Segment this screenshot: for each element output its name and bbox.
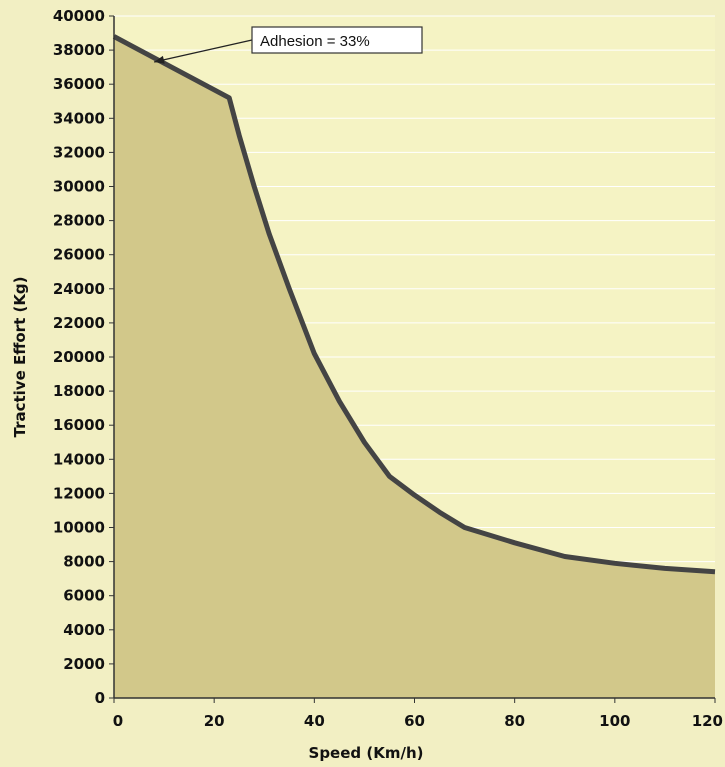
y-tick-label: 26000 xyxy=(53,246,105,264)
y-tick-label: 0 xyxy=(95,689,105,707)
y-tick-label: 22000 xyxy=(53,314,105,332)
annotation-arrow xyxy=(153,39,253,63)
tractive-effort-line xyxy=(112,34,716,575)
y-tick-label: 32000 xyxy=(53,143,105,161)
x-axis-title: Speed (Km/h) xyxy=(309,744,424,762)
x-tick-label: 20 xyxy=(204,712,225,730)
annotation-arrowhead xyxy=(154,55,165,64)
y-tick-label: 36000 xyxy=(53,75,105,93)
y-tick-label: 8000 xyxy=(63,553,105,571)
x-tick-label: 0 xyxy=(113,712,123,730)
annotation-text: Adhesion = 33% xyxy=(260,33,370,50)
y-tick-label: 28000 xyxy=(53,212,105,230)
y-tick-label: 10000 xyxy=(53,519,105,537)
y-tick-label: 40000 xyxy=(53,7,105,25)
y-axis-ticks: 0 2000 4000 6000 8000 10000 12000 14000 16000 180… xyxy=(53,7,114,707)
y-tick-label: 6000 xyxy=(63,587,105,605)
x-tick-label: 100 xyxy=(599,712,630,730)
y-tick-label: 4000 xyxy=(63,621,105,639)
y-tick-label: 14000 xyxy=(53,450,105,468)
y-tick-label: 34000 xyxy=(53,109,105,127)
x-tick-label: 80 xyxy=(504,712,525,730)
y-tick-label: 18000 xyxy=(53,382,105,400)
x-axis-ticks: 0 20 40 60 80 100 120 xyxy=(113,698,723,730)
y-tick-label: 30000 xyxy=(53,178,105,196)
y-tick-label: 2000 xyxy=(63,655,105,673)
x-tick-label: 60 xyxy=(404,712,425,730)
tractive-effort-area xyxy=(114,36,715,698)
y-tick-label: 24000 xyxy=(53,280,105,298)
x-tick-label: 40 xyxy=(304,712,325,730)
adhesion-annotation: Adhesion = 33% xyxy=(153,26,423,64)
y-tick-label: 20000 xyxy=(53,348,105,366)
annotation-box xyxy=(251,26,423,54)
y-tick-label: 16000 xyxy=(53,416,105,434)
y-axis-title: Tractive Effort (Kg) xyxy=(11,276,29,437)
x-tick-label: 120 xyxy=(692,712,723,730)
y-tick-label: 38000 xyxy=(53,41,105,59)
y-tick-label: 12000 xyxy=(53,484,105,502)
